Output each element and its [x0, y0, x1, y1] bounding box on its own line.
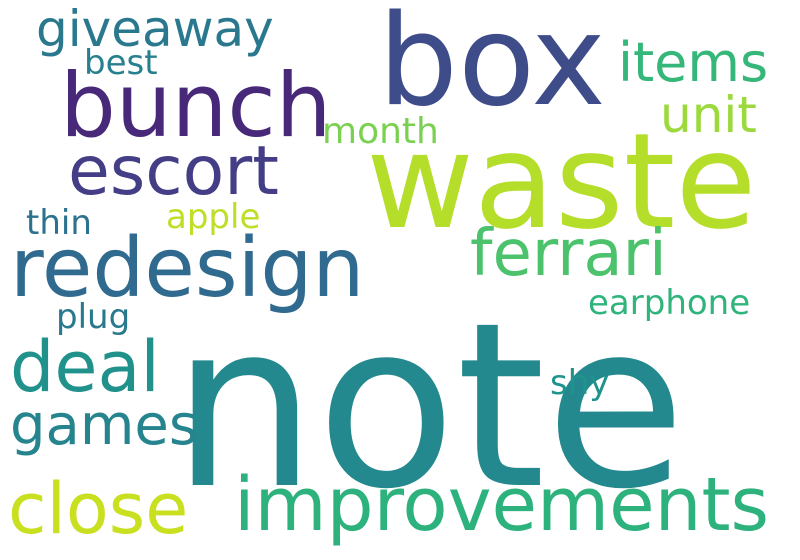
word-box: box [378, 0, 606, 134]
word-unit: unit [660, 86, 757, 144]
word-redesign: redesign [10, 221, 365, 316]
word-shy: shy [550, 363, 610, 403]
word-best: best [84, 43, 158, 83]
word-escort: escort [68, 132, 279, 211]
word-bunch: bunch [60, 54, 332, 157]
word-giveaway: giveaway [36, 0, 274, 58]
word-items: items [618, 31, 769, 94]
word-apple: apple [166, 197, 261, 237]
word-month: month [322, 111, 439, 152]
word-deal: deal [10, 326, 160, 408]
word-thin: thin [26, 203, 92, 243]
word-improvements: improvements [234, 462, 770, 548]
word-waste: waste [366, 105, 757, 259]
word-plug: plug [56, 297, 131, 337]
word-ferrari: ferrari [470, 217, 667, 291]
word-note: note [172, 273, 686, 539]
word-earphone: earphone [588, 283, 751, 323]
word-close: close [8, 468, 189, 550]
word-games: games [10, 393, 199, 458]
